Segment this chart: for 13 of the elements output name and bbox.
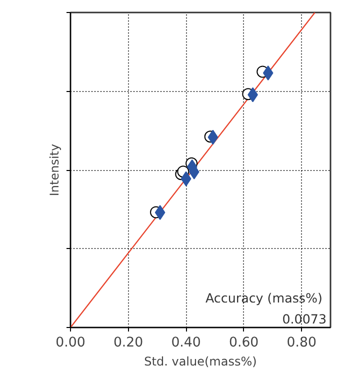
y-axis-title: Intensity (48, 144, 62, 196)
point (154, 205, 166, 220)
point (208, 130, 218, 145)
x-tick-label: 0.00 (56, 336, 86, 350)
x-tick-label: 0.20 (113, 336, 144, 350)
x-tick-label: 0.40 (171, 336, 201, 350)
annotation: Accuracy (mass%) (206, 290, 322, 306)
annotation: 0.0073 (282, 312, 327, 326)
x-axis-title: Std. value(mass%) (144, 354, 257, 368)
point (262, 65, 274, 80)
x-tick-label: 0.60 (228, 336, 259, 350)
point (180, 171, 192, 186)
x-tick-label: 0.80 (286, 336, 316, 350)
